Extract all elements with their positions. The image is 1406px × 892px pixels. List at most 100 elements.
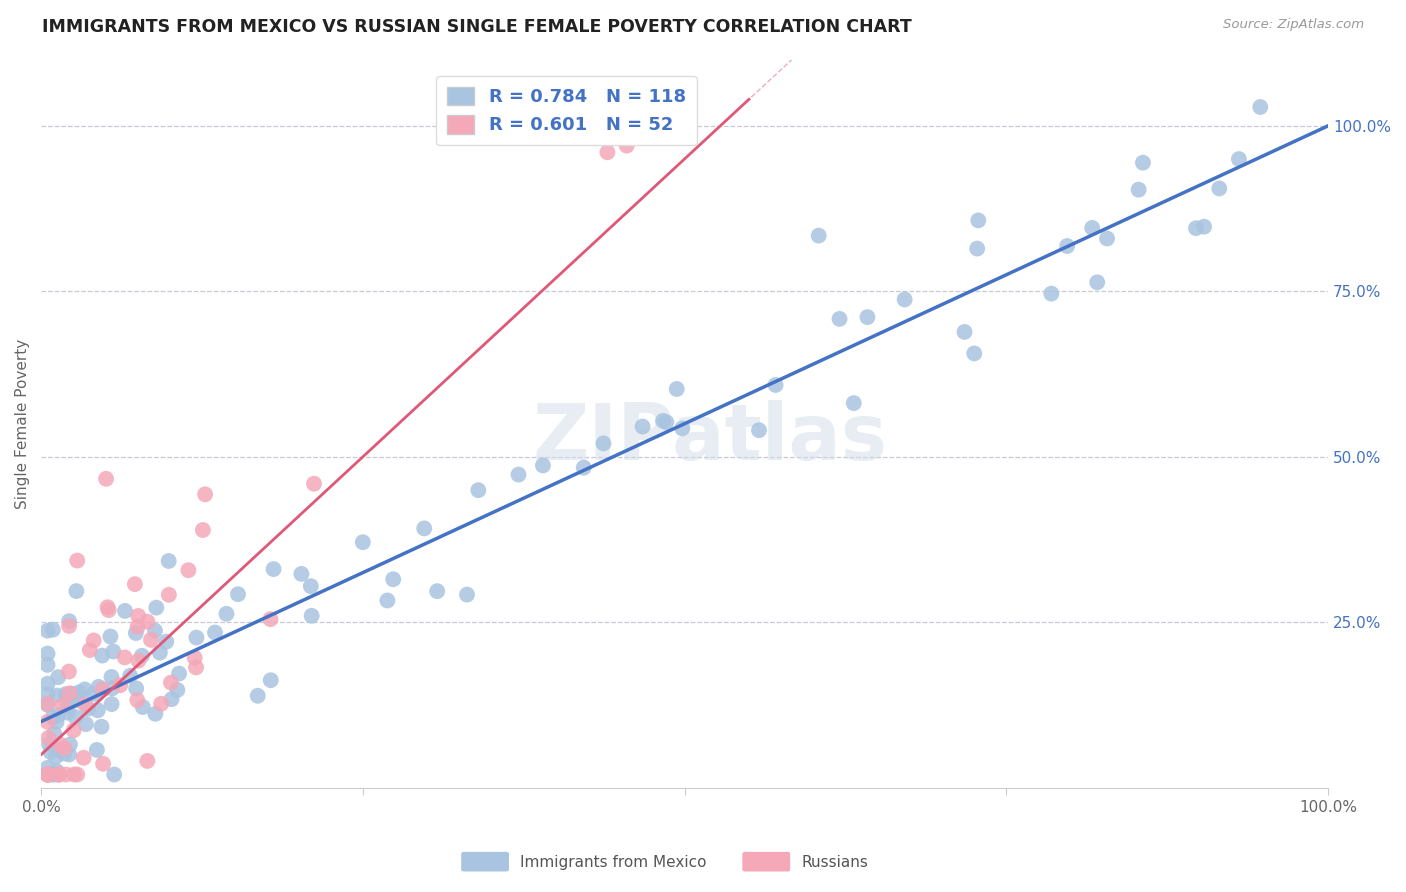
- Point: [184, 660, 207, 674]
- Point: [531, 458, 554, 473]
- Point: [37, 624, 59, 638]
- Point: [58, 614, 80, 628]
- Point: [665, 382, 688, 396]
- Point: [1249, 100, 1271, 114]
- Point: [38, 737, 60, 751]
- Point: [39, 767, 62, 781]
- Point: [143, 706, 166, 721]
- Point: [652, 414, 675, 428]
- Point: [110, 678, 132, 692]
- Point: [963, 346, 986, 360]
- Point: [37, 714, 59, 729]
- Point: [79, 643, 101, 657]
- Point: [150, 697, 173, 711]
- Point: [65, 710, 87, 724]
- Legend: R = 0.784   N = 118, R = 0.601   N = 52: R = 0.784 N = 118, R = 0.601 N = 52: [436, 76, 696, 145]
- Point: [125, 626, 148, 640]
- Point: [91, 756, 114, 771]
- Point: [37, 647, 59, 661]
- Point: [631, 419, 654, 434]
- Point: [103, 767, 125, 781]
- Point: [37, 767, 59, 781]
- Point: [37, 698, 59, 712]
- Point: [60, 687, 83, 701]
- Point: [48, 767, 70, 781]
- Point: [96, 600, 118, 615]
- Point: [377, 593, 399, 607]
- Point: [260, 673, 283, 688]
- Point: [62, 723, 84, 738]
- Point: [46, 708, 69, 723]
- Point: [1132, 155, 1154, 169]
- Point: [145, 600, 167, 615]
- Point: [136, 615, 159, 629]
- Point: [66, 553, 89, 567]
- Point: [56, 699, 79, 714]
- Point: [856, 310, 879, 325]
- Point: [149, 646, 172, 660]
- Point: [55, 767, 77, 781]
- Y-axis label: Single Female Poverty: Single Female Poverty: [15, 339, 30, 508]
- Point: [953, 325, 976, 339]
- Point: [37, 677, 59, 691]
- Point: [127, 620, 149, 634]
- Point: [75, 717, 97, 731]
- Point: [39, 745, 62, 759]
- Point: [1128, 183, 1150, 197]
- Point: [58, 747, 80, 762]
- Point: [100, 697, 122, 711]
- Point: [301, 608, 323, 623]
- Point: [290, 566, 312, 581]
- Point: [186, 631, 208, 645]
- Point: [48, 767, 70, 781]
- Point: [1085, 275, 1108, 289]
- Point: [413, 521, 436, 535]
- Point: [616, 138, 638, 153]
- Point: [55, 687, 77, 701]
- Point: [37, 687, 59, 701]
- Point: [37, 761, 59, 775]
- Point: [37, 767, 59, 781]
- Point: [204, 625, 226, 640]
- Point: [893, 293, 915, 307]
- Point: [45, 764, 67, 779]
- Point: [1056, 239, 1078, 253]
- Point: [87, 703, 110, 717]
- Point: [259, 612, 281, 626]
- Point: [127, 654, 149, 668]
- Point: [215, 607, 238, 621]
- Point: [37, 697, 59, 711]
- Point: [63, 767, 86, 781]
- Point: [101, 681, 124, 696]
- Point: [44, 767, 66, 781]
- Point: [45, 714, 67, 729]
- Point: [671, 421, 693, 435]
- Point: [46, 670, 69, 684]
- Point: [127, 693, 149, 707]
- Point: [807, 228, 830, 243]
- Point: [37, 767, 59, 781]
- Point: [1081, 220, 1104, 235]
- Point: [299, 579, 322, 593]
- Point: [1040, 286, 1063, 301]
- Point: [37, 767, 59, 781]
- Point: [59, 686, 82, 700]
- Point: [73, 682, 96, 697]
- Point: [967, 213, 990, 227]
- Point: [41, 710, 63, 724]
- Point: [97, 603, 120, 617]
- Point: [91, 682, 114, 697]
- Point: [183, 650, 205, 665]
- Point: [467, 483, 489, 498]
- Point: [114, 604, 136, 618]
- Point: [56, 706, 79, 720]
- Point: [143, 624, 166, 638]
- Point: [160, 692, 183, 706]
- Point: [194, 487, 217, 501]
- Point: [155, 634, 177, 648]
- Point: [120, 669, 142, 683]
- Point: [37, 657, 59, 672]
- Point: [45, 750, 67, 764]
- Point: [91, 648, 114, 663]
- Point: [263, 562, 285, 576]
